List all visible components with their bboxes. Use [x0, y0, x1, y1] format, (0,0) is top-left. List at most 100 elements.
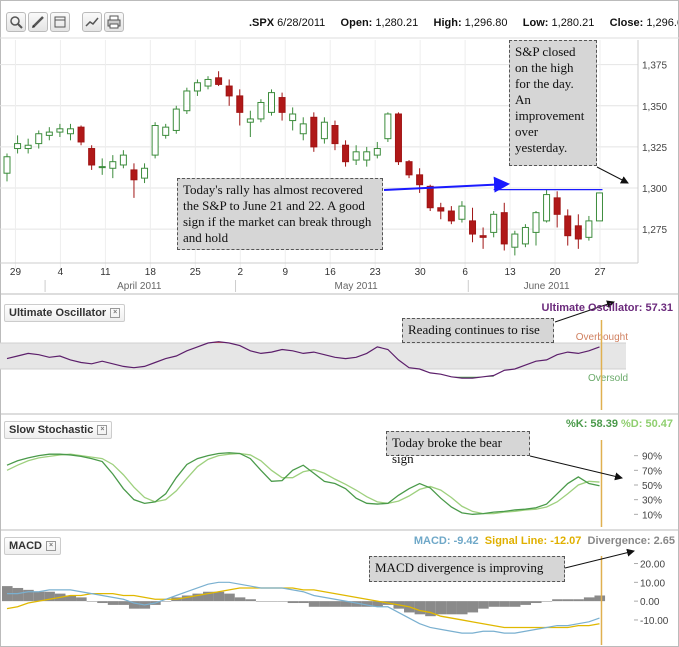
macd-signal-line: [6, 587, 600, 629]
y-tick-label: 1,275: [642, 225, 667, 236]
candle-body: [35, 133, 43, 145]
candle: [320, 117, 328, 144]
macd-histogram-bar: [531, 601, 542, 604]
stoch-tick-label: 90%: [642, 452, 662, 463]
zoom-icon[interactable]: [6, 12, 26, 32]
high-label: High:: [433, 17, 462, 29]
y-tick-label: 1,375: [642, 61, 667, 72]
candle: [172, 105, 180, 134]
candle-body: [24, 144, 32, 150]
candle: [363, 146, 371, 167]
candle: [564, 209, 572, 246]
x-tick-label: 4: [58, 267, 64, 278]
candle-body: [331, 125, 339, 145]
candle-body: [500, 212, 508, 245]
candle: [215, 71, 223, 87]
candle: [479, 227, 487, 249]
x-tick-label: 13: [505, 267, 517, 278]
macd-histogram-bar: [128, 601, 140, 609]
chart-type-icon[interactable]: [82, 12, 102, 32]
candle: [225, 79, 233, 106]
candle: [437, 202, 445, 220]
stoch-tick-label: 50%: [642, 481, 662, 492]
x-tick-label: 25: [190, 267, 202, 278]
ult-osc-panel-label[interactable]: Ultimate Oscillator ×: [4, 304, 126, 322]
candle-body: [45, 131, 53, 136]
candle-body: [553, 197, 561, 215]
macd-readout: MACD: -9.42 Signal Line: -12.07 Divergen…: [413, 535, 675, 547]
pencil-icon[interactable]: [28, 12, 48, 32]
annotation-stoch: Today broke the bear sign: [386, 431, 530, 466]
macd-arrow: [564, 548, 635, 569]
close-icon[interactable]: ×: [46, 541, 56, 552]
candle: [151, 122, 159, 159]
macd-panel-label[interactable]: MACD ×: [4, 537, 61, 555]
candle-body: [77, 126, 85, 143]
macd-histogram-bar: [594, 595, 606, 602]
candle-body: [511, 233, 519, 248]
macd-tick-label: 10.00: [640, 578, 665, 589]
macd-histogram-bar: [372, 601, 383, 607]
candle: [585, 215, 593, 241]
candle-body: [437, 207, 445, 212]
macd-histogram-bar: [255, 601, 267, 602]
macd-histogram-bar: [467, 601, 479, 613]
ult-osc-readout: Ultimate Oscillator: 57.31: [541, 302, 673, 314]
stoch-panel-label[interactable]: Slow Stochastic ×: [4, 421, 113, 439]
macd-histogram-bar: [192, 593, 204, 602]
annotation-macd: MACD divergence is improving: [369, 556, 565, 582]
month-label: April 2011: [117, 281, 162, 292]
macd-histogram-bar: [340, 601, 352, 607]
candle-body: [183, 90, 191, 112]
candle-body: [394, 113, 402, 163]
layout-icon[interactable]: [50, 12, 70, 32]
close-icon[interactable]: ×: [97, 425, 108, 436]
stoch-k-line: [6, 452, 600, 515]
macd-histogram-bar: [351, 601, 362, 607]
candle: [352, 145, 360, 165]
stoch-arrow: [529, 455, 623, 481]
macd-histogram-bar: [552, 599, 563, 602]
candle-body: [14, 143, 22, 150]
low-label: Low:: [522, 17, 549, 29]
y-tick-label: 1,300: [642, 184, 667, 195]
macd-histogram-bar: [298, 601, 309, 604]
macd-histogram-bar: [44, 591, 55, 602]
macd-histogram-bar: [446, 601, 457, 615]
candle-body: [479, 235, 487, 238]
macd-histogram-bar: [414, 601, 426, 615]
macd-histogram-bar: [456, 601, 468, 615]
candle-body: [299, 123, 307, 135]
macd-histogram-bar: [425, 601, 436, 617]
candle: [56, 123, 64, 138]
uo-oversold-label: Oversold: [588, 373, 628, 384]
candle-body: [416, 174, 424, 186]
candle-body: [595, 192, 603, 222]
candle: [543, 189, 551, 223]
candle-body: [447, 210, 455, 222]
candle: [490, 211, 498, 238]
macd-histogram-bar: [520, 601, 531, 605]
candle-body: [88, 148, 96, 166]
macd-histogram-bar: [107, 601, 119, 605]
macd-histogram-bar: [118, 601, 129, 605]
candle: [331, 120, 339, 151]
close-icon[interactable]: ×: [110, 308, 121, 319]
candle-body: [585, 220, 593, 238]
candle-body: [521, 226, 529, 245]
x-tick-label: 30: [415, 267, 427, 278]
macd-histogram-bar: [266, 601, 278, 602]
macd-histogram-bar: [287, 601, 299, 604]
print-icon[interactable]: [104, 12, 124, 32]
candle-body: [310, 116, 318, 148]
candle: [109, 155, 117, 179]
x-tick-label: 27: [594, 267, 606, 278]
macd-histogram-bar: [213, 591, 225, 602]
macd-histogram-bar: [65, 595, 77, 602]
candle-body: [490, 213, 498, 233]
candle-body: [384, 113, 392, 140]
candle-body: [109, 161, 117, 169]
candle: [66, 123, 74, 141]
candle-body: [236, 95, 244, 113]
